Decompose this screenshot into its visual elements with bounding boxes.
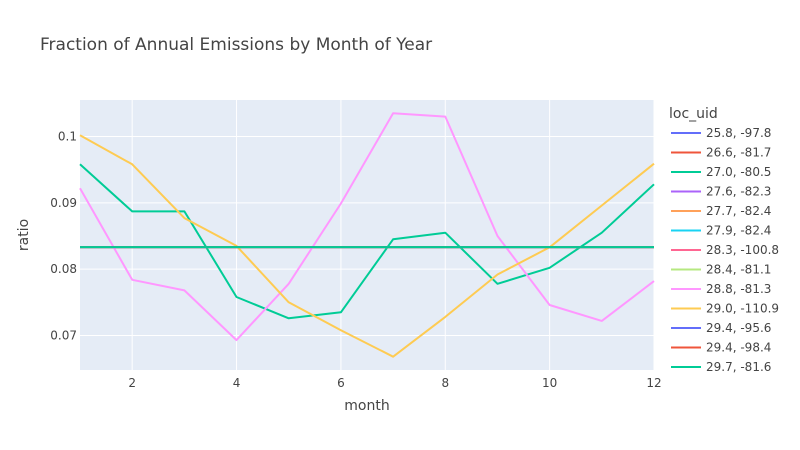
legend-item: 26.6, -81.7: [671, 146, 771, 160]
chart-title: Fraction of Annual Emissions by Month of…: [40, 35, 432, 55]
legend-label: 27.6, -82.3: [706, 185, 771, 199]
legend-label: 29.7, -81.6: [706, 360, 771, 374]
legend-item: 28.4, -81.1: [671, 263, 771, 277]
legend-label: 27.0, -80.5: [706, 165, 771, 179]
y-tick-label: 0.07: [50, 329, 77, 343]
legend-label: 27.7, -82.4: [706, 204, 771, 218]
legend-label: 29.0, -110.9: [706, 302, 779, 316]
legend-item: 29.0, -110.9: [671, 302, 779, 316]
legend-label: 26.6, -81.7: [706, 146, 771, 160]
series-lines: [79, 112, 655, 358]
y-axis-ticks: 0.07 0.08 0.09 0.1: [50, 129, 77, 342]
x-tick-label: 2: [128, 376, 136, 390]
x-tick-label: 6: [337, 376, 345, 390]
y-tick-label: 0.09: [50, 196, 77, 210]
series-line-9: [79, 112, 655, 342]
legend-label: 28.8, -81.3: [706, 282, 771, 296]
legend-item: 25.8, -97.8: [671, 126, 771, 140]
x-axis-ticks: 2 4 6 8 10 12: [128, 376, 661, 390]
grid-lines: [80, 100, 655, 370]
legend-item: 29.7, -81.6: [671, 360, 771, 374]
series-line-3: [79, 163, 655, 320]
y-axis-title: ratio: [16, 219, 32, 251]
legend: 25.8, -97.8 26.6, -81.7 27.0, -80.5 27.6, -…: [671, 126, 779, 374]
legend-label: 29.4, -95.6: [706, 321, 771, 335]
legend-item: 29.4, -95.6: [671, 321, 771, 335]
legend-item: 27.7, -82.4: [671, 204, 771, 218]
x-tick-label: 8: [441, 376, 449, 390]
y-tick-label: 0.1: [58, 129, 77, 143]
legend-label: 28.3, -100.8: [706, 243, 779, 257]
plot-area: [80, 100, 654, 370]
x-tick-label: 12: [646, 376, 661, 390]
series-line-10: [79, 134, 655, 358]
legend-item: 27.9, -82.4: [671, 224, 771, 238]
y-tick-label: 0.08: [50, 262, 77, 276]
x-tick-label: 4: [233, 376, 241, 390]
legend-label: 29.4, -98.4: [706, 341, 771, 355]
x-tick-label: 10: [542, 376, 557, 390]
legend-title: loc_uid: [669, 106, 718, 122]
x-axis-title: month: [344, 398, 389, 414]
legend-item: 28.3, -100.8: [671, 243, 779, 257]
legend-item: 27.6, -82.3: [671, 185, 771, 199]
legend-item: 28.8, -81.3: [671, 282, 771, 296]
legend-item: 27.0, -80.5: [671, 165, 771, 179]
legend-label: 27.9, -82.4: [706, 224, 771, 238]
legend-label: 28.4, -81.1: [706, 263, 771, 277]
legend-item: 29.4, -98.4: [671, 341, 771, 355]
legend-label: 25.8, -97.8: [706, 126, 771, 140]
